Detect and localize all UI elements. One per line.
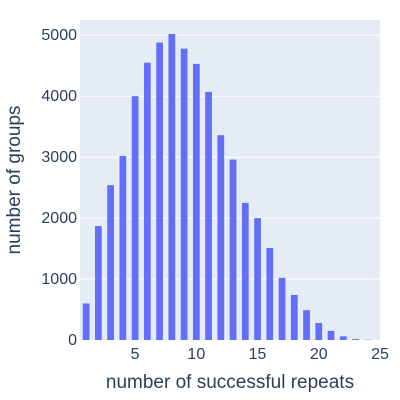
bar-5 xyxy=(131,96,139,340)
bar-10 xyxy=(192,63,200,341)
bar-23 xyxy=(352,339,359,340)
x-tick-label: 5 xyxy=(131,346,140,363)
x-axis-title: number of successful repeats xyxy=(106,372,354,393)
x-tick-label: 25 xyxy=(371,346,389,363)
y-axis-title: number of groups xyxy=(4,106,25,255)
y-tick-labels: 0 1000 2000 3000 4000 5000 xyxy=(41,27,77,349)
bar-11 xyxy=(205,91,212,340)
y-tick-label: 3000 xyxy=(41,149,77,166)
bars xyxy=(82,34,372,341)
y-tick-label: 2000 xyxy=(41,210,77,227)
y-tick-label: 1000 xyxy=(41,271,77,288)
bar-4 xyxy=(119,155,127,340)
bar-20 xyxy=(315,322,323,340)
bar-13 xyxy=(229,159,237,340)
y-tick-label: 4000 xyxy=(41,88,77,105)
bar-21 xyxy=(327,330,335,340)
bar-15 xyxy=(254,218,261,340)
bar-2 xyxy=(95,226,102,340)
bar-1 xyxy=(82,303,90,340)
bar-12 xyxy=(217,135,225,340)
x-tick-label: 20 xyxy=(310,346,328,363)
y-tick-label: 0 xyxy=(68,332,77,349)
bar-7 xyxy=(156,42,163,341)
bar-16 xyxy=(266,247,274,340)
bar-3 xyxy=(107,185,114,340)
bar-14 xyxy=(241,202,249,340)
x-tick-label: 15 xyxy=(249,346,267,363)
bar-22 xyxy=(339,336,347,340)
bar-8 xyxy=(168,34,176,341)
bar-18 xyxy=(290,294,298,340)
bar-6 xyxy=(143,62,151,341)
x-tick-labels: 5 10 15 20 25 xyxy=(131,346,389,363)
x-tick-label: 10 xyxy=(187,346,205,363)
bar-17 xyxy=(278,277,286,340)
bar-9 xyxy=(180,48,188,341)
y-tick-label: 5000 xyxy=(41,27,77,44)
bar-19 xyxy=(303,310,310,340)
